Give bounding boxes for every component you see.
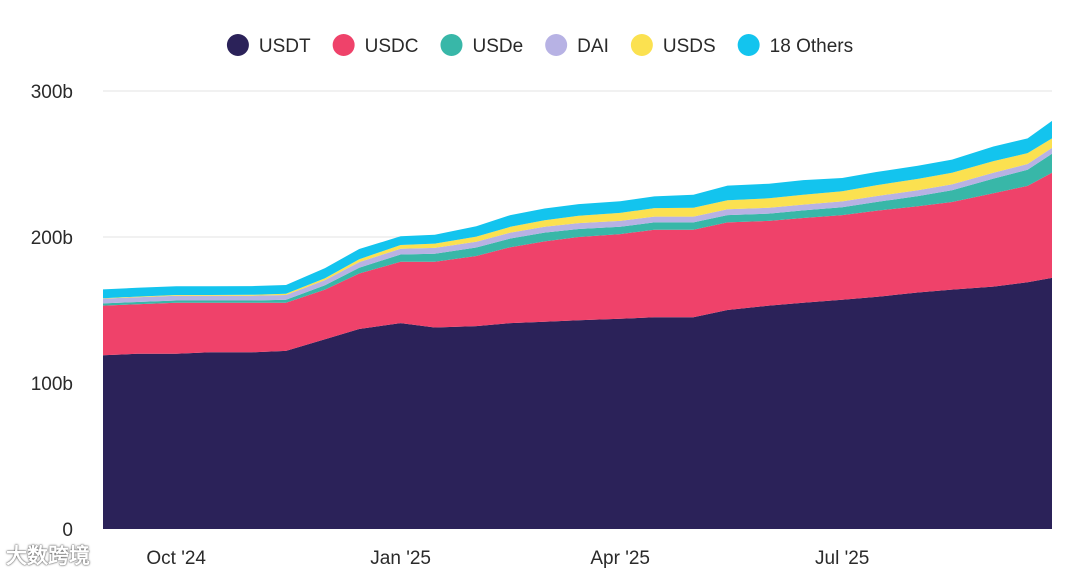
- legend-swatch: [737, 34, 760, 56]
- legend-item-usds[interactable]: USDS: [630, 34, 716, 57]
- x-axis-ticks: Oct '24 Jan '25 Apr '25 Jul '25: [146, 548, 869, 569]
- y-axis-ticks: 0 100b 200b 300b: [31, 82, 73, 541]
- legend-swatch: [545, 34, 568, 56]
- legend-swatch: [332, 34, 355, 56]
- area-series-dai: [103, 147, 1052, 304]
- area-series-usde: [103, 153, 1052, 306]
- legend-label: USDe: [472, 36, 523, 57]
- legend-item-18-others[interactable]: 18 Others: [737, 34, 853, 57]
- legend-item-usde[interactable]: USDe: [440, 34, 523, 57]
- legend-item-dai[interactable]: DAI: [545, 34, 609, 57]
- legend-swatch: [630, 34, 653, 56]
- y-tick-label: 200b: [31, 228, 73, 249]
- watermark-logo: 大数跨境: [6, 544, 90, 568]
- legend-swatch: [226, 34, 249, 56]
- legend-item-usdt[interactable]: USDT: [226, 34, 311, 57]
- area-series-18-others: [103, 120, 1052, 299]
- x-tick-label: Apr '25: [590, 548, 650, 569]
- x-tick-label: Jan '25: [370, 548, 431, 569]
- chart-areas: [103, 120, 1052, 529]
- y-tick-label: 0: [62, 520, 73, 541]
- area-series-usdc: [103, 172, 1052, 356]
- legend-label: DAI: [577, 36, 609, 57]
- legend-label: 18 Others: [770, 36, 853, 57]
- x-tick-label: Jul '25: [815, 548, 869, 569]
- legend-swatch: [440, 34, 463, 56]
- legend-item-usdc[interactable]: USDC: [332, 34, 419, 57]
- legend-label: USDS: [663, 36, 716, 57]
- area-series-usdt: [103, 277, 1052, 529]
- x-tick-label: Oct '24: [146, 548, 206, 569]
- y-tick-label: 100b: [31, 374, 73, 395]
- legend-label: USDT: [259, 36, 311, 57]
- legend-label: USDC: [365, 36, 419, 57]
- y-tick-label: 300b: [31, 82, 73, 103]
- area-series-usds: [103, 138, 1052, 299]
- chart-legend: USDT USDC USDe DAI USDS 18 Others: [226, 34, 853, 57]
